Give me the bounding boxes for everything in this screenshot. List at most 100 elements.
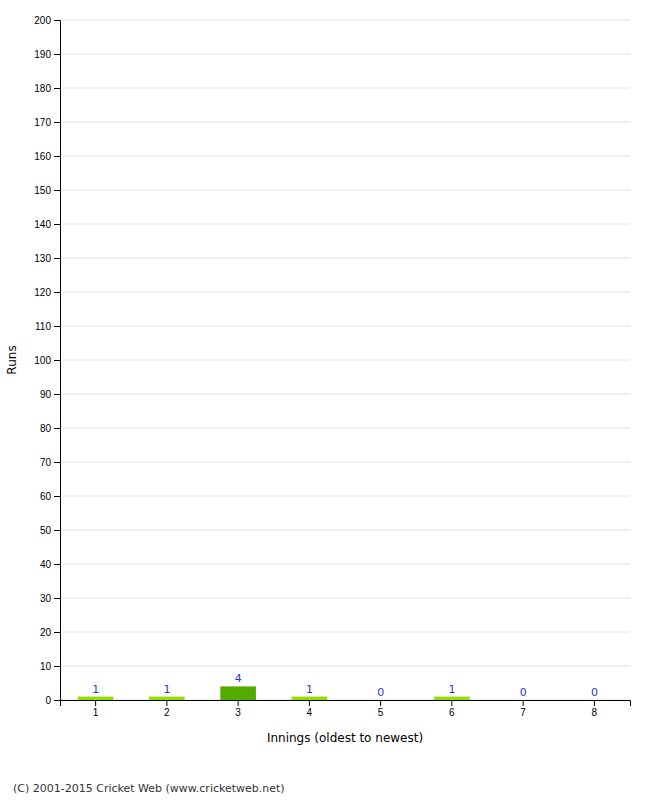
grid-line — [60, 326, 630, 327]
grid-line — [60, 20, 630, 21]
y-tick-mark — [54, 462, 60, 463]
x-tick-label: 5 — [378, 707, 384, 718]
y-tick-label: 90 — [40, 389, 52, 400]
x-tick-mark — [380, 700, 381, 706]
x-tick-mark — [451, 700, 452, 706]
bars — [78, 686, 470, 700]
x-tick: 8 — [592, 700, 598, 718]
y-tick: 0 — [45, 695, 60, 706]
y-tick: 180 — [34, 83, 60, 94]
y-tick-mark — [54, 54, 60, 55]
x-tick: 5 — [378, 700, 384, 718]
x-tick-mark — [594, 700, 595, 706]
y-tick-label: 150 — [34, 185, 51, 196]
y-tick: 190 — [34, 49, 60, 60]
grid-line — [60, 632, 630, 633]
x-tick-mark — [523, 700, 524, 706]
y-tick-label: 180 — [34, 83, 51, 94]
y-tick-mark — [54, 360, 60, 361]
y-tick-label: 70 — [40, 457, 52, 468]
y-axis: 0102030405060708090100110120130140150160… — [34, 15, 60, 706]
x-tick-mark — [95, 700, 96, 706]
y-tick-label: 10 — [40, 661, 52, 672]
y-tick: 110 — [35, 321, 60, 332]
data-label: 4 — [235, 672, 242, 685]
x-tick: 4 — [307, 700, 313, 718]
grid-line — [60, 360, 630, 361]
y-tick-mark — [54, 292, 60, 293]
x-tick-label: 1 — [93, 707, 99, 718]
y-tick-mark — [54, 564, 60, 565]
y-tick: 130 — [34, 253, 60, 264]
y-tick-label: 140 — [34, 219, 51, 230]
y-tick: 70 — [40, 457, 60, 468]
y-tick-mark — [54, 20, 60, 21]
y-tick-label: 80 — [40, 423, 52, 434]
grid-line — [60, 224, 630, 225]
bar — [149, 697, 185, 700]
y-tick-mark — [54, 598, 60, 599]
data-label: 1 — [306, 683, 313, 696]
bar — [434, 697, 470, 700]
y-tick-mark — [54, 700, 60, 701]
chart: 0102030405060708090100110120130140150160… — [0, 0, 650, 800]
y-tick-label: 170 — [34, 117, 51, 128]
x-axis-title: Innings (oldest to newest) — [267, 731, 423, 745]
data-label: 1 — [163, 683, 170, 696]
y-tick-label: 20 — [40, 627, 52, 638]
bar — [577, 700, 613, 701]
y-tick: 200 — [34, 15, 60, 26]
y-tick-label: 40 — [40, 559, 52, 570]
y-tick-mark — [54, 394, 60, 395]
x-tick: 6 — [449, 700, 455, 718]
grid-line — [60, 292, 630, 293]
y-tick: 80 — [40, 423, 60, 434]
x-tick-label: 7 — [520, 707, 526, 718]
y-tick-mark — [54, 530, 60, 531]
y-tick: 30 — [40, 593, 60, 604]
x-tick-label: 6 — [449, 707, 455, 718]
x-tick-mark — [166, 700, 167, 706]
grid-line — [60, 462, 630, 463]
y-tick-label: 120 — [34, 287, 51, 298]
y-tick-mark — [54, 632, 60, 633]
y-tick-label: 50 — [40, 525, 52, 536]
y-tick-mark — [54, 428, 60, 429]
y-tick-label: 190 — [34, 49, 51, 60]
data-label: 0 — [520, 686, 527, 699]
data-label: 1 — [448, 683, 455, 696]
y-tick-label: 60 — [40, 491, 52, 502]
x-axis: 12345678 — [61, 700, 631, 718]
y-tick-label: 0 — [45, 695, 51, 706]
grid — [60, 20, 630, 700]
x-tick-label: 4 — [307, 707, 313, 718]
grid-line — [60, 666, 630, 667]
y-tick-mark — [54, 224, 60, 225]
data-label: 0 — [591, 686, 598, 699]
grid-line — [60, 496, 630, 497]
y-tick-label: 200 — [34, 15, 51, 26]
grid-line — [60, 530, 630, 531]
grid-line — [60, 598, 630, 599]
grid-line — [60, 88, 630, 89]
footer: (C) 2001-2015 Cricket Web (www.cricketwe… — [13, 782, 285, 795]
y-tick-label: 110 — [35, 321, 51, 332]
y-tick-mark — [54, 496, 60, 497]
grid-line — [60, 428, 630, 429]
y-tick: 60 — [40, 491, 60, 502]
y-tick: 160 — [34, 151, 60, 162]
y-tick-mark — [54, 122, 60, 123]
data-label: 1 — [92, 683, 99, 696]
x-tick: 1 — [93, 700, 99, 718]
y-tick: 20 — [40, 627, 60, 638]
bar — [220, 686, 256, 700]
y-tick: 140 — [34, 219, 60, 230]
y-tick-mark — [54, 156, 60, 157]
bar — [292, 697, 328, 700]
grid-line — [60, 190, 630, 191]
grid-line — [60, 564, 630, 565]
y-tick: 150 — [34, 185, 60, 196]
x-tick: 2 — [164, 700, 170, 718]
x-tick-mark — [309, 700, 310, 706]
y-tick: 10 — [40, 661, 60, 672]
